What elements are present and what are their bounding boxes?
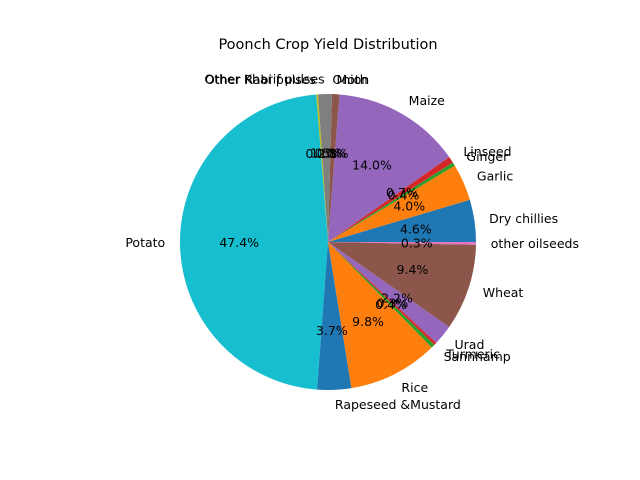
slice-pct-other-oilseeds: 0.3% [401,235,433,250]
slice-label-dry-chillies: Dry chillies [489,211,558,226]
slice-label-onion: Onion [332,72,369,87]
slice-pct-rice: 9.8% [352,314,384,329]
pie-slice-maize [328,94,450,242]
pie-slice-turmeric [328,242,437,345]
slice-pct-dry-chillies: 4.6% [400,222,432,237]
slice-label-sannhamp: Sannhamp [444,349,511,364]
pie-slice-rapeseed-mustard [317,242,352,391]
slice-label-linseed: Linseed [463,144,511,159]
pie-slice-potato [180,94,328,390]
slice-pct-turmeric: 0.3% [377,296,409,311]
pie-slice-urad [328,242,450,343]
pie-slice-garlic [328,165,470,242]
slice-pct-potato: 47.4% [219,235,259,250]
slice-label-other-oilseeds: other oilseeds [491,236,579,251]
pie-slice-dry-chillies [328,199,476,242]
slice-pct-sannhamp: 0.4% [375,297,407,312]
slice-label-rapeseed-mustard: Rapeseed &Mustard [335,397,461,412]
pie-slice-other-oilseeds [328,242,476,245]
slice-label-potato: Potato [125,235,165,250]
chart-title: Poonch Crop Yield Distribution [218,37,437,53]
slice-pct-other-rabi-pulses: 0.2% [306,146,338,161]
slice-label-ginger: Ginger [466,149,509,164]
slice-label-moth: Moth [336,72,367,87]
slice-pct-wheat: 9.4% [397,262,429,277]
slice-label-wheat: Wheat [483,285,524,300]
pie-slice-ginger [328,162,455,242]
slice-label-other-rabi-pulses: Other Rabi pulses [205,72,316,87]
slice-pct-ginger: 0.4% [388,188,420,203]
slice-pct-garlic: 4.0% [393,199,425,214]
slice-pct-other-kharif-pulses: 1.5% [310,146,342,161]
slice-pct-linseed: 0.7% [386,185,418,200]
slice-pct-rapeseed-mustard: 3.7% [316,323,348,338]
pie-slice-rice [328,242,432,389]
slice-pct-onion: 0.0% [314,146,346,161]
pie-slice-sannhamp [328,242,435,348]
pie-slice-linseed [328,157,453,242]
slice-pct-moth: 0.8% [317,146,349,161]
slice-label-turmeric: Turmeric [445,347,500,362]
pie-slice-other-rabi-pulses [316,94,328,242]
pie-slice-other-kharif-pulses [317,94,332,243]
pie-slice-moth [328,94,340,242]
slice-label-other-kharif-pulses: Other Kharif pulses [204,72,324,87]
pie-slice-wheat [328,242,476,327]
slice-label-garlic: Garlic [477,169,513,184]
slice-label-maize: Maize [409,93,445,108]
slice-pct-urad: 2.2% [381,290,413,305]
slice-label-rice: Rice [401,380,428,395]
slice-pct-maize: 14.0% [352,157,392,172]
slice-label-urad: Urad [455,337,485,352]
